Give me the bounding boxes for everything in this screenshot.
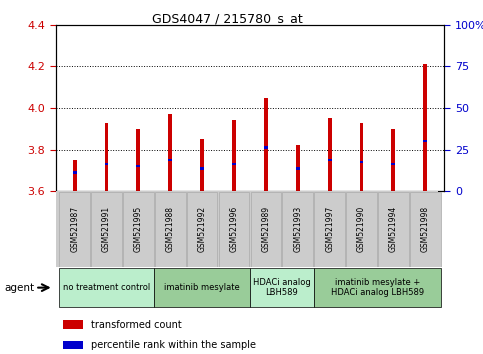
Bar: [105, 122, 109, 191]
Text: GSM521989: GSM521989: [261, 206, 270, 252]
FancyBboxPatch shape: [155, 192, 185, 267]
Bar: [137, 129, 141, 191]
Bar: [264, 146, 268, 149]
Bar: [359, 161, 363, 163]
Text: percentile rank within the sample: percentile rank within the sample: [90, 340, 256, 350]
Bar: [137, 165, 141, 167]
Text: GSM521992: GSM521992: [198, 206, 207, 252]
Text: GSM521990: GSM521990: [357, 206, 366, 252]
Bar: [296, 167, 299, 170]
Text: GSM521993: GSM521993: [293, 206, 302, 252]
FancyBboxPatch shape: [283, 192, 313, 267]
Bar: [63, 341, 83, 349]
FancyBboxPatch shape: [91, 192, 122, 267]
Bar: [232, 120, 236, 191]
Text: no treatment control: no treatment control: [63, 283, 150, 292]
Text: GSM521996: GSM521996: [229, 206, 239, 252]
Text: GSM521991: GSM521991: [102, 206, 111, 252]
FancyBboxPatch shape: [250, 268, 313, 307]
FancyBboxPatch shape: [59, 192, 90, 267]
Bar: [391, 163, 395, 165]
Bar: [296, 145, 299, 191]
Text: GSM521998: GSM521998: [421, 206, 430, 252]
Text: agent: agent: [5, 282, 35, 293]
Bar: [169, 159, 172, 161]
Text: GSM521997: GSM521997: [325, 206, 334, 252]
Bar: [264, 98, 268, 191]
FancyBboxPatch shape: [155, 268, 250, 307]
Text: HDACi analog
LBH589: HDACi analog LBH589: [253, 278, 311, 297]
Bar: [63, 320, 83, 329]
Bar: [73, 171, 77, 174]
FancyBboxPatch shape: [410, 192, 440, 267]
Text: imatinib mesylate +
HDACi analog LBH589: imatinib mesylate + HDACi analog LBH589: [331, 278, 424, 297]
Bar: [200, 139, 204, 191]
Bar: [328, 118, 331, 191]
Text: GSM521988: GSM521988: [166, 206, 175, 252]
Bar: [423, 64, 427, 191]
Bar: [105, 163, 109, 165]
Text: GSM521995: GSM521995: [134, 206, 143, 252]
Bar: [169, 114, 172, 191]
Text: GSM521994: GSM521994: [389, 206, 398, 252]
FancyBboxPatch shape: [251, 192, 281, 267]
Bar: [328, 159, 331, 161]
Bar: [359, 122, 363, 191]
Text: GSM521987: GSM521987: [70, 206, 79, 252]
Bar: [391, 129, 395, 191]
FancyBboxPatch shape: [314, 192, 345, 267]
FancyBboxPatch shape: [123, 192, 154, 267]
Text: GDS4047 / 215780_s_at: GDS4047 / 215780_s_at: [152, 12, 302, 25]
Bar: [73, 160, 77, 191]
FancyBboxPatch shape: [59, 268, 155, 307]
Text: imatinib mesylate: imatinib mesylate: [164, 283, 240, 292]
FancyBboxPatch shape: [313, 268, 441, 307]
FancyBboxPatch shape: [187, 192, 217, 267]
Text: transformed count: transformed count: [90, 320, 181, 330]
FancyBboxPatch shape: [346, 192, 377, 267]
Bar: [423, 140, 427, 143]
FancyBboxPatch shape: [219, 192, 249, 267]
Bar: [200, 167, 204, 170]
Bar: [232, 163, 236, 165]
FancyBboxPatch shape: [378, 192, 409, 267]
